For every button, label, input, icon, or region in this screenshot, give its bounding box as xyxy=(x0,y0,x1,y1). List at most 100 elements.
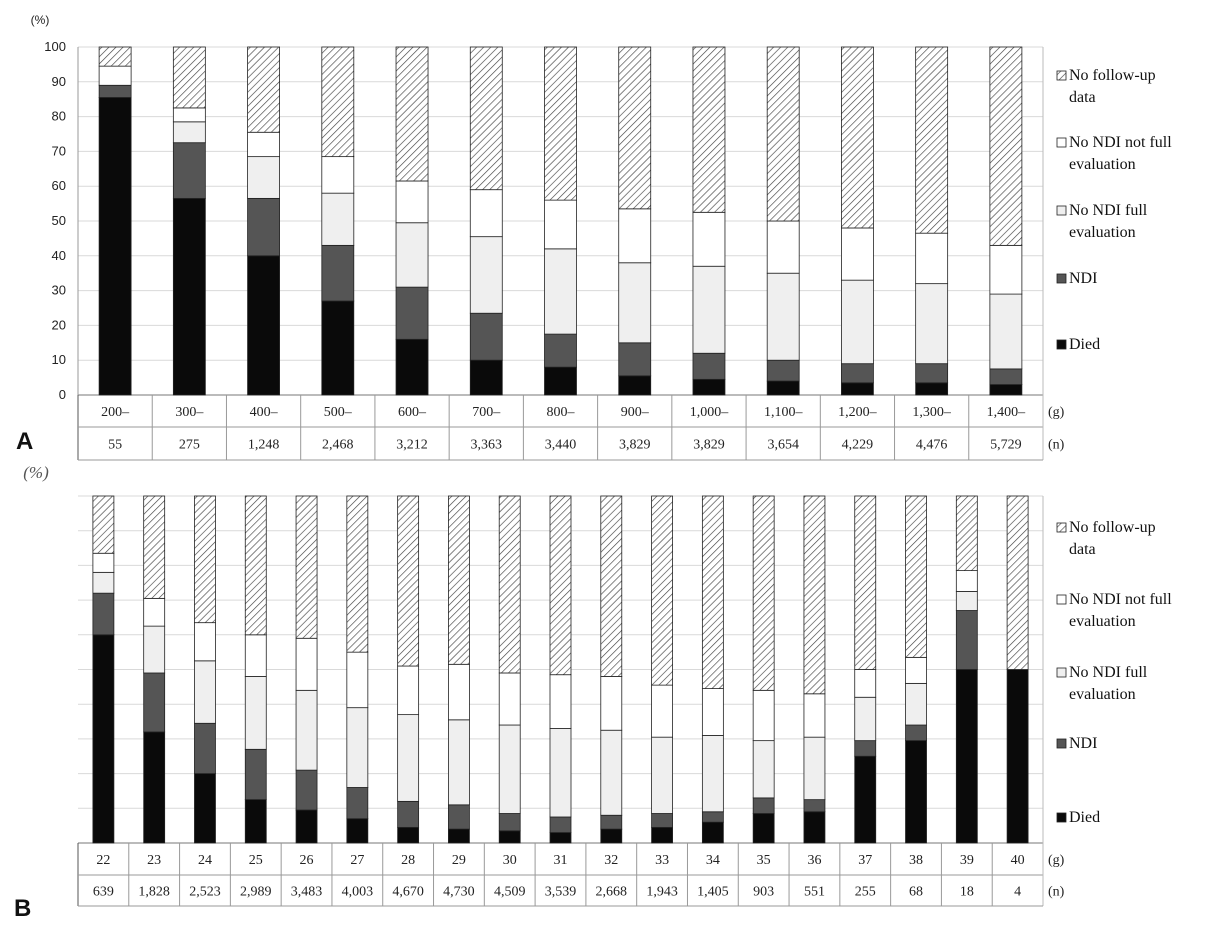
panel-b-bar-died xyxy=(498,830,521,844)
panel-b-n-label: 4,003 xyxy=(342,885,374,900)
panel-a-legend-label: No NDI not full xyxy=(1069,134,1172,151)
panel-b-bar-no-follow-up-data xyxy=(1006,495,1029,670)
panel-b-bar-no-ndi-full-evaluation xyxy=(955,591,978,611)
panel-a-y-tick-label: 40 xyxy=(52,248,66,263)
panel-b-bar-no-ndi-full-evaluation xyxy=(752,740,775,799)
panel-b-bar-died xyxy=(854,755,877,844)
panel-b-n-label: 4,509 xyxy=(494,885,526,900)
panel-b-x-category-label: 29 xyxy=(452,853,466,868)
panel-a-n-label: 3,440 xyxy=(545,438,577,453)
panel-b-bar-died xyxy=(194,773,216,844)
panel-a-bar-no-ndi-not-full-evaluation xyxy=(766,220,800,274)
panel-a-bar-ndi xyxy=(989,368,1023,385)
panel-a-bar-no-ndi-not-full-evaluation xyxy=(915,232,949,285)
panel-b-legend-swatch-died xyxy=(1056,812,1067,823)
panel-b-bar-no-ndi-not-full-evaluation xyxy=(955,570,978,592)
panel-b-bar-no-follow-up-data xyxy=(295,495,318,639)
panel-a-x-unit: (g) xyxy=(1048,405,1065,420)
panel-b-bar-died xyxy=(803,811,826,844)
panel-b-bar-no-ndi-full-evaluation xyxy=(905,682,927,726)
panel-a-n-label: 5,729 xyxy=(990,438,1022,453)
panel-b-bar-no-ndi-not-full-evaluation xyxy=(448,663,470,721)
panel-b-bar-ndi xyxy=(955,610,978,670)
panel-b-x-category-label: 31 xyxy=(554,853,568,868)
panel-b-bar-no-follow-up-data xyxy=(143,495,166,599)
panel-a-bar-no-ndi-not-full-evaluation xyxy=(544,199,577,250)
panel-a-bar-no-ndi-full-evaluation xyxy=(321,192,355,246)
panel-a-x-category-label: 400– xyxy=(250,405,279,420)
panel-b-bar-ndi xyxy=(244,748,267,801)
panel-a-bar-ndi xyxy=(395,286,429,340)
panel-b-bar-no-ndi-not-full-evaluation xyxy=(549,674,572,729)
panel-a-n-label: 55 xyxy=(108,438,122,453)
panel-b-bar-ndi xyxy=(803,799,826,813)
panel-b-legend-label: No NDI not full xyxy=(1069,591,1172,608)
panel-a-x-category-label: 300– xyxy=(175,405,204,420)
panel-a-legend-swatch-no-follow-up-data xyxy=(1056,70,1067,81)
panel-b-bar-no-ndi-not-full-evaluation xyxy=(194,622,216,662)
panel-b-bar-no-ndi-full-evaluation xyxy=(549,728,572,818)
panel-a-bar-no-follow-up-data xyxy=(766,46,800,222)
panel-a-bar-ndi xyxy=(544,333,577,368)
panel-a-x-category-label: 500– xyxy=(324,405,353,420)
panel-a-n-label: 1,248 xyxy=(248,438,280,453)
panel-a-y-tick-label: 0 xyxy=(59,387,66,402)
panel-b-x-category-label: 33 xyxy=(655,853,669,868)
panel-a-y-tick-label: 90 xyxy=(52,74,66,89)
panel-b-bar-ndi xyxy=(448,804,470,830)
panel-a-x-category-label: 800– xyxy=(547,405,576,420)
panel-a-bar-ndi xyxy=(98,84,132,98)
panel-a-bar-no-follow-up-data xyxy=(469,46,503,191)
panel-b-bar-ndi xyxy=(397,800,420,828)
panel-a-bar-died xyxy=(618,375,652,396)
panel-b-n-label: 3,539 xyxy=(545,885,577,900)
panel-b-bar-no-ndi-full-evaluation xyxy=(143,625,166,674)
panel-a-bar-no-ndi-full-evaluation xyxy=(989,293,1023,370)
panel-b-n-label: 639 xyxy=(93,885,114,900)
panel-b-n-label: 4,730 xyxy=(443,885,475,900)
panel-a-y-tick-label: 60 xyxy=(52,178,66,193)
panel-b-x-category-label: 23 xyxy=(147,853,161,868)
panel-a-bar-ndi xyxy=(692,352,726,380)
panel-b-bar-no-ndi-not-full-evaluation xyxy=(498,672,521,726)
panel-b-legend-swatch-ndi xyxy=(1056,738,1067,749)
panel-b-bar-ndi xyxy=(854,740,877,757)
panel-a-bar-no-ndi-not-full-evaluation xyxy=(98,65,132,86)
panel-b-x-category-label: 35 xyxy=(757,853,771,868)
panel-b-bar-died xyxy=(651,826,673,844)
panel-a-bar-no-ndi-full-evaluation xyxy=(766,272,800,361)
panel-b-bar-ndi xyxy=(143,672,166,733)
panel-b-bar-no-ndi-not-full-evaluation xyxy=(92,552,115,573)
panel-a-n-label: 2,468 xyxy=(322,438,354,453)
panel-a-y-tick-label: 30 xyxy=(52,283,66,298)
panel-b-bar-no-ndi-full-evaluation xyxy=(397,714,420,802)
panel-b-bar-no-follow-up-data xyxy=(194,495,216,624)
panel-b-n-label: 551 xyxy=(804,885,825,900)
panel-b-bar-ndi xyxy=(346,787,369,820)
panel-b-bar-died xyxy=(600,828,623,844)
panel-b-label: B xyxy=(14,895,31,922)
panel-a-n-label: 3,212 xyxy=(396,438,428,453)
panel-a-bar-no-follow-up-data xyxy=(692,46,726,213)
panel-b-bar-ndi xyxy=(549,816,572,833)
panel-a-bar-no-ndi-full-evaluation xyxy=(247,156,280,199)
panel-b-legend-label: evaluation xyxy=(1069,686,1136,703)
panel-a-bar-ndi xyxy=(172,142,206,199)
panel-b-x-category-label: 36 xyxy=(807,853,821,868)
panel-a-legend-swatch-ndi xyxy=(1056,273,1067,284)
panel-a-bar-no-ndi-full-evaluation xyxy=(544,248,577,335)
panel-b-x-category-label: 39 xyxy=(960,853,974,868)
panel-a-bar-died xyxy=(544,366,577,396)
panel-b-bar-no-ndi-not-full-evaluation xyxy=(600,676,623,731)
panel-a-bar-died xyxy=(172,197,206,396)
panel-b-x-category-label: 38 xyxy=(909,853,923,868)
panel-b-x-category-label: 24 xyxy=(198,853,212,868)
panel-b-bar-died xyxy=(244,799,267,844)
panel-a-n-label: 3,654 xyxy=(767,438,799,453)
panel-a-x-category-label: 1,000– xyxy=(690,405,730,420)
panel-b-legend-label: Died xyxy=(1069,809,1100,826)
panel-b-bar-no-follow-up-data xyxy=(651,495,673,686)
panel-a-bar-died xyxy=(98,97,132,396)
panel-a-legend-swatch-died xyxy=(1056,339,1067,350)
panel-b-legend-label: NDI xyxy=(1069,735,1097,752)
